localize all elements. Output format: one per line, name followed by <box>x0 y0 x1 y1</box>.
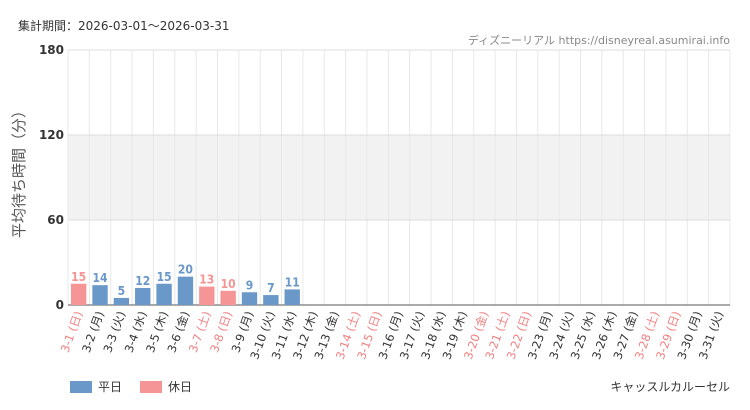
bar <box>113 297 130 305</box>
legend-label-weekday: 平日 <box>98 380 123 394</box>
legend-item-holiday: 休日 <box>140 378 192 395</box>
bar-value-label: 15 <box>157 270 172 284</box>
legend-item-weekday: 平日 <box>70 378 122 395</box>
bar <box>70 283 87 305</box>
bar <box>199 286 215 305</box>
y-tick-label: 180 <box>39 43 64 57</box>
bar-value-label: 13 <box>199 273 214 287</box>
bar <box>263 295 279 305</box>
bar-value-label: 5 <box>118 284 126 298</box>
attraction-name: キャッスルカルーセル <box>610 380 730 394</box>
bar-value-label: 14 <box>93 271 109 285</box>
legend: 平日 休日 <box>70 378 192 395</box>
shaded-band <box>68 135 730 220</box>
bar <box>241 292 258 305</box>
bar-value-label: 9 <box>246 278 254 292</box>
y-tick-label: 0 <box>56 298 64 312</box>
bar-value-label: 12 <box>135 274 150 288</box>
legend-swatch-holiday <box>140 380 163 393</box>
legend-swatch-weekday <box>70 380 92 393</box>
bar-value-label: 11 <box>285 275 300 289</box>
bar <box>135 288 151 305</box>
source-label: ディズニーリアル https://disneyreal.asumirai.inf… <box>467 34 730 47</box>
bar-value-label: 7 <box>267 281 275 295</box>
bar-value-label: 20 <box>178 263 193 277</box>
bar-value-label: 15 <box>71 270 86 284</box>
bar-value-label: 10 <box>221 277 236 291</box>
y-tick-label: 120 <box>39 128 64 142</box>
bar <box>92 285 108 305</box>
period-label: 集計期間：2026-03-01～2026-03-31 <box>18 19 230 33</box>
y-tick-label: 60 <box>47 213 64 227</box>
bar <box>284 289 300 305</box>
bar <box>156 283 172 305</box>
bar <box>220 290 236 305</box>
bar <box>177 276 194 305</box>
legend-label-holiday: 休日 <box>168 380 193 394</box>
